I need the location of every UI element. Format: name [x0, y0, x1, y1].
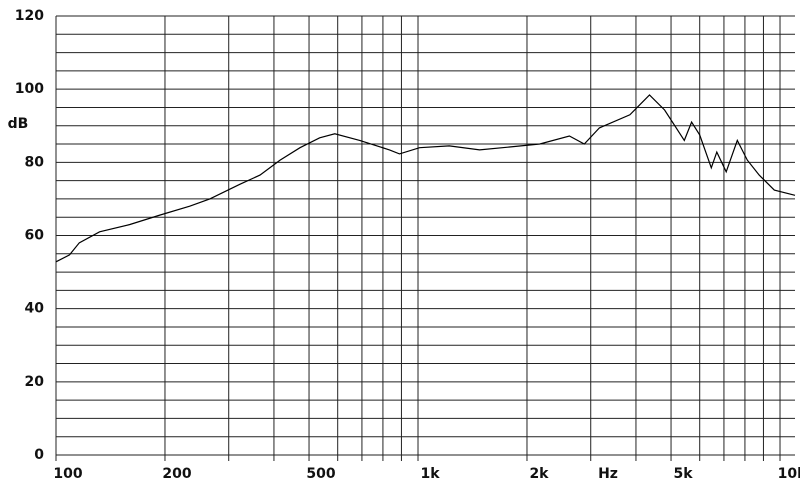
y-tick-label: 60 — [25, 228, 45, 244]
y-tick-label: 0 — [34, 447, 44, 463]
x-tick-label: 100 — [53, 466, 82, 482]
x-tick-label: 5k — [674, 466, 694, 482]
y-tick-label: 40 — [25, 301, 45, 317]
y-tick-label: 100 — [15, 81, 44, 97]
y-tick-label: 120 — [15, 8, 44, 24]
y-axis-label: dB — [8, 116, 29, 132]
response-line — [55, 94, 796, 263]
x-tick-label: 500 — [306, 466, 335, 482]
x-tick-label: 10k — [778, 466, 800, 482]
x-tick-label: 2k — [529, 466, 549, 482]
y-tick-label: 20 — [25, 374, 45, 390]
y-tick-label: 80 — [25, 154, 45, 170]
x-tick-label: 1k — [420, 466, 440, 482]
x-axis-label: Hz — [598, 466, 618, 482]
x-tick-label: 200 — [162, 466, 191, 482]
